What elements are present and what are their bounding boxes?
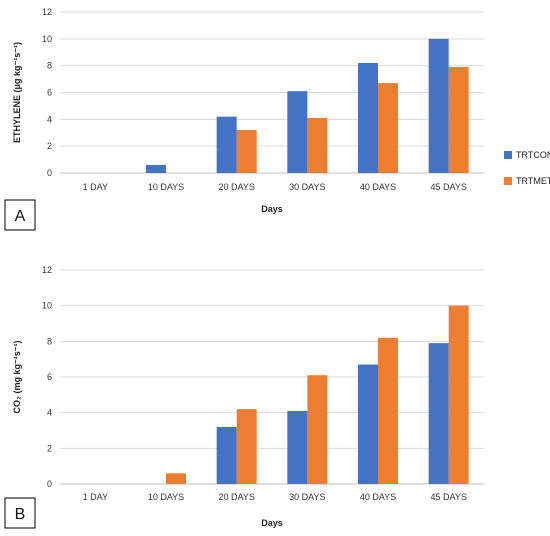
chart-a-x-tick-label: 20 DAYS	[218, 182, 254, 192]
chart-a-y-axis-title: ETHYLENE (μg kg⁻¹s⁻¹)	[12, 42, 22, 143]
chart-b-x-tick-label: 10 DAYS	[148, 492, 184, 502]
chart-b-panel-label-box	[4, 497, 36, 529]
chart-a-y-tick-label: 4	[47, 114, 52, 124]
chart-b-y-tick-label: 12	[42, 265, 52, 275]
chart-b-y-tick-label: 2	[47, 443, 52, 453]
chart-b: 0 2 4 6 8 10 12 1 DAY 10 DAYS 20 DAYS 30 DAYS 40 DA…	[4, 265, 484, 529]
chart-b-y-tick-label: 0	[47, 479, 52, 489]
chart-b-bar-series1-3	[287, 410, 308, 484]
chart-b-x-axis-title: Days	[261, 518, 283, 528]
chart-a-legend-swatch-1	[504, 151, 512, 159]
chart-a-y-tick-label: 10	[42, 34, 52, 44]
chart-a-bar-series1-1	[146, 164, 166, 173]
chart-a: 0 2 4 6 8 10 12 1 DAY 10 DAYS 20 DAYS 30 DAYS 40 DA…	[4, 7, 550, 231]
chart-a-y-tick-label: 6	[47, 88, 52, 98]
chart-a-x-tick-label: 10 DAYS	[148, 182, 184, 192]
chart-b-y-tick-label: 8	[47, 336, 52, 346]
chart-a-panel-label-box	[4, 199, 36, 231]
chart-b-bar-series1-4	[358, 364, 378, 484]
chart-b-x-tick-label: 30 DAYS	[289, 492, 325, 502]
chart-a-bar-series2-2	[236, 130, 257, 173]
chart-b-x-tick-label: 20 DAYS	[218, 492, 254, 502]
chart-a-x-tick-label: 45 DAYS	[430, 182, 466, 192]
chart-a-x-tick-label: 1 DAY	[83, 182, 108, 192]
chart-a-y-tick-label: 0	[47, 168, 52, 178]
chart-b-panel-label: B	[15, 506, 26, 523]
chart-b-bar-series2-2	[236, 409, 257, 484]
chart-a-x-axis-title: Days	[261, 204, 283, 214]
chart-a-bar-series2-5	[448, 67, 469, 173]
chart-a-bar-series1-4	[358, 62, 378, 173]
chart-a-y-tick-label: 2	[47, 141, 52, 151]
chart-a-legend-label-2: TRTMET	[516, 176, 550, 186]
chart-b-y-tick-label: 6	[47, 372, 52, 382]
chart-a-x-tick-label: 30 DAYS	[289, 182, 325, 192]
chart-b-y-tick-label: 4	[47, 408, 52, 418]
chart-b-bar-series2-3	[307, 375, 328, 484]
chart-b-bar-series2-5	[448, 305, 469, 484]
chart-b-x-tick-label: 1 DAY	[83, 492, 108, 502]
chart-a-y-tick-label: 8	[47, 61, 52, 71]
chart-a-bar-series1-2	[216, 116, 237, 173]
chart-b-bar-series2-1	[166, 473, 186, 484]
chart-b-y-tick-label: 10	[42, 301, 52, 311]
chart-a-legend-label-1: TRTCON	[516, 150, 550, 160]
chart-b-bar-series1-2	[216, 426, 237, 484]
chart-b-x-tick-label: 45 DAYS	[430, 492, 466, 502]
chart-a-legend-swatch-2	[504, 177, 512, 185]
chart-a-bar-series1-5	[428, 38, 449, 174]
chart-b-bar-series2-4	[378, 337, 398, 484]
chart-a-bar-series1-3	[287, 91, 308, 173]
chart-b-x-tick-label: 40 DAYS	[360, 492, 396, 502]
chart-b-bar-series1-5	[428, 343, 449, 484]
chart-a-bar-series2-4	[378, 83, 398, 173]
chart-a-bar-series2-3	[307, 117, 328, 173]
chart-b-y-axis-title: CO₂ (mg kg⁻¹s⁻¹)	[12, 340, 22, 413]
chart-a-y-tick-label: 12	[42, 7, 52, 17]
chart-a-panel-label: A	[15, 208, 26, 225]
chart-a-x-tick-label: 40 DAYS	[360, 182, 396, 192]
